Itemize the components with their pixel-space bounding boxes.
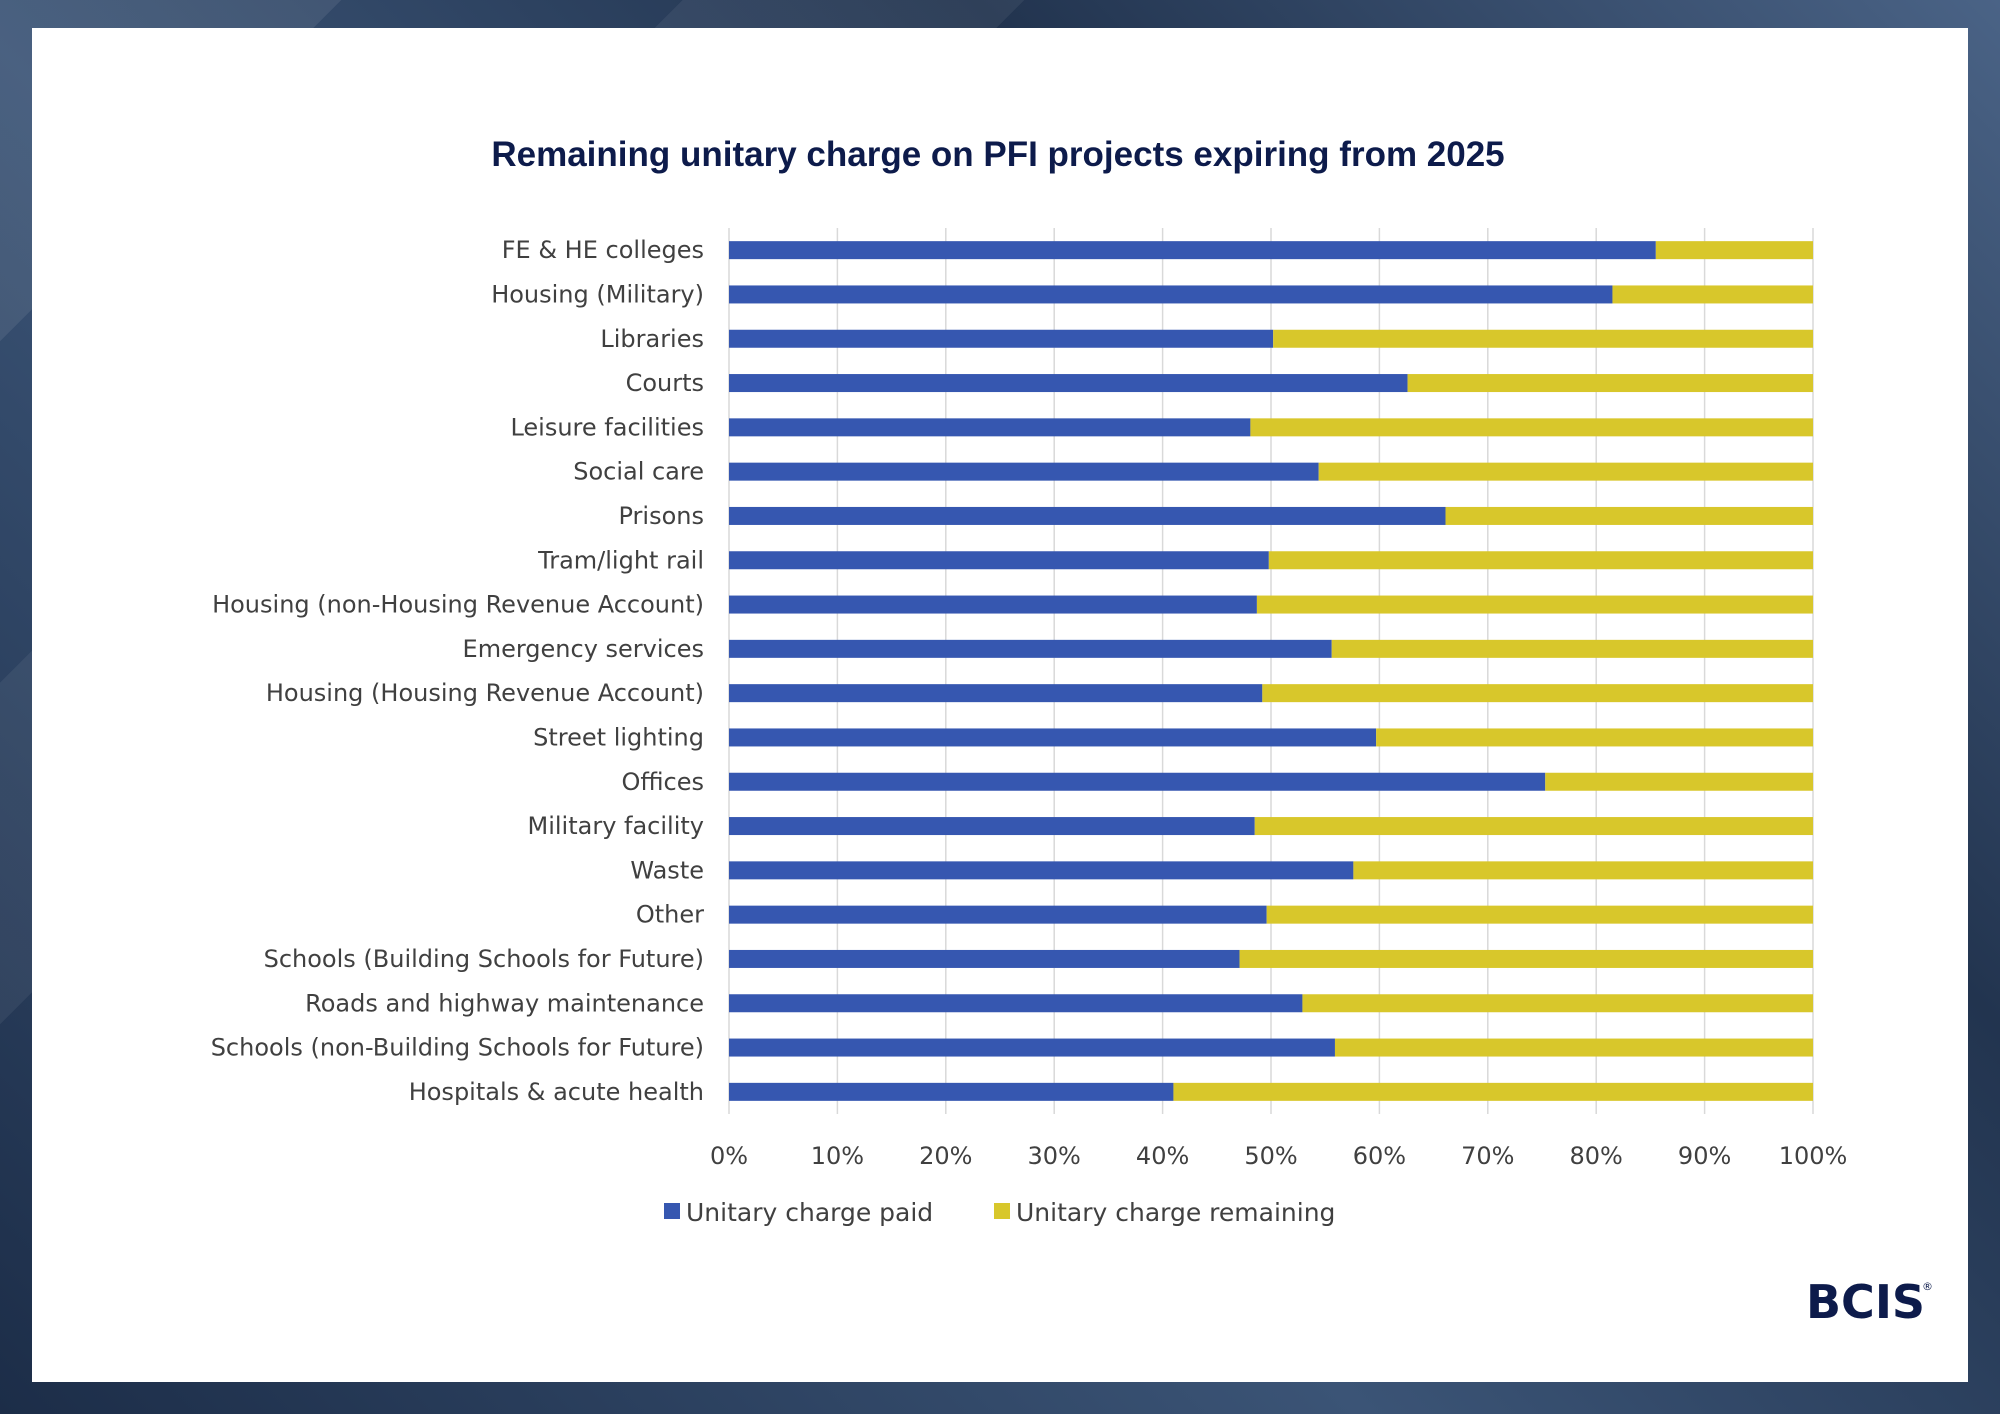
bar-segment-remaining (1273, 329, 1813, 348)
category-labels: FE & HE colleges Housing (Military) Librar… (211, 236, 704, 1106)
bar-segment-paid (729, 817, 1255, 836)
bar-segment-paid (729, 905, 1267, 924)
category-label: Military facility (528, 812, 705, 840)
category-label: Leisure facilities (510, 413, 704, 441)
legend: Unitary charge paid Unitary charge remai… (664, 1198, 1335, 1227)
bar-segment-paid (729, 949, 1240, 968)
bar-segment-remaining (1268, 551, 1813, 570)
category-label: Housing (Housing Revenue Account) (266, 679, 704, 707)
category-label: Offices (621, 768, 704, 796)
bar-segment-paid (729, 772, 1546, 791)
bar-segment-remaining (1239, 949, 1813, 968)
x-tick-label: 40% (1136, 1142, 1189, 1170)
bar-segment-remaining (1353, 861, 1813, 880)
x-tick-label: 100% (1779, 1142, 1848, 1170)
category-label: FE & HE colleges (502, 236, 704, 264)
bar-segment-paid (729, 418, 1251, 437)
bar-segment-remaining (1655, 241, 1813, 260)
bar-segment-paid (729, 551, 1269, 570)
legend-label-paid[interactable]: Unitary charge paid (686, 1198, 933, 1227)
bar-segment-remaining (1331, 639, 1813, 658)
bar-segment-remaining (1612, 285, 1813, 304)
category-label: Libraries (600, 325, 704, 353)
bar-segment-paid (729, 684, 1263, 703)
chart-title: Remaining unitary charge on PFI projects… (491, 135, 1504, 174)
category-label: Street lighting (533, 723, 704, 751)
bar-segment-remaining (1173, 1082, 1813, 1101)
legend-swatch-remaining (994, 1203, 1010, 1219)
category-label: Other (636, 901, 704, 929)
bar-segment-paid (729, 1038, 1335, 1057)
bar-segment-paid (729, 595, 1257, 614)
bar-segment-paid (729, 639, 1332, 658)
bar-segment-paid (729, 994, 1303, 1013)
category-label: Housing (non-Housing Revenue Account) (212, 591, 704, 619)
category-label: Housing (Military) (491, 280, 704, 308)
x-tick-label: 90% (1678, 1142, 1731, 1170)
x-tick-label: 20% (919, 1142, 972, 1170)
x-tick-label: 10% (811, 1142, 864, 1170)
registered-mark: ® (1922, 1280, 1933, 1293)
bar-segment-paid (729, 285, 1613, 304)
gridlines (728, 228, 1814, 1114)
bar-segment-remaining (1256, 595, 1813, 614)
x-axis-tick-labels: 0% 10% 20% 30% 40% 50% 60% 70% 80% 90% 100% (710, 1142, 1847, 1170)
bar-segment-remaining (1445, 506, 1813, 525)
bar-segment-paid (729, 861, 1354, 880)
bar-segment-remaining (1334, 1038, 1813, 1057)
bar-segment-paid (729, 506, 1446, 525)
x-tick-label: 0% (710, 1142, 748, 1170)
category-label: Waste (630, 856, 704, 884)
legend-label-remaining[interactable]: Unitary charge remaining (1016, 1198, 1335, 1227)
bar-segment-remaining (1318, 462, 1813, 481)
category-label: Schools (Building Schools for Future) (264, 945, 704, 973)
bcis-logo: BCIS ® (1806, 1275, 1933, 1329)
bar-segment-paid (729, 374, 1408, 393)
x-tick-label: 50% (1244, 1142, 1297, 1170)
category-label: Schools (non-Building Schools for Future… (211, 1034, 704, 1062)
bar-segment-remaining (1545, 772, 1813, 791)
bars (729, 241, 1813, 1101)
x-tick-label: 70% (1461, 1142, 1514, 1170)
x-tick-label: 80% (1570, 1142, 1623, 1170)
category-label: Emergency services (463, 635, 704, 663)
category-label: Courts (626, 369, 704, 397)
category-label: Social care (573, 458, 704, 486)
x-tick-label: 60% (1353, 1142, 1406, 1170)
bar-segment-remaining (1302, 994, 1813, 1013)
bar-segment-paid (729, 241, 1656, 260)
category-label: Tram/light rail (537, 546, 704, 574)
logo-text: BCIS (1806, 1275, 1925, 1329)
bar-segment-paid (729, 1082, 1174, 1101)
category-label: Hospitals & acute health (409, 1078, 704, 1106)
bar-segment-remaining (1250, 418, 1813, 437)
bar-segment-remaining (1254, 817, 1813, 836)
legend-swatch-paid (664, 1203, 680, 1219)
category-label: Roads and highway maintenance (305, 989, 704, 1017)
category-label: Prisons (619, 502, 705, 530)
bar-segment-remaining (1407, 374, 1813, 393)
bar-segment-remaining (1376, 728, 1813, 747)
bar-segment-remaining (1262, 684, 1813, 703)
bar-segment-paid (729, 728, 1377, 747)
bar-segment-paid (729, 329, 1274, 348)
bar-segment-paid (729, 462, 1319, 481)
x-tick-label: 30% (1028, 1142, 1081, 1170)
bar-segment-remaining (1266, 905, 1813, 924)
